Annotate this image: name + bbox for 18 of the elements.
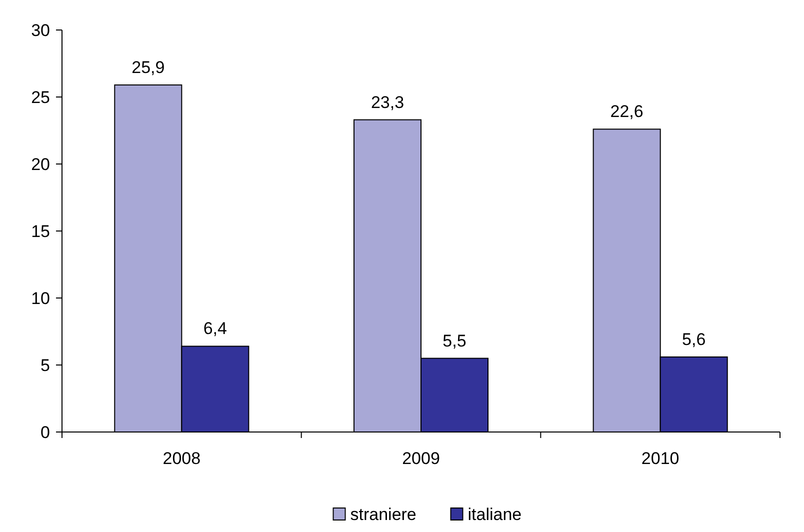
y-tick-label: 10	[31, 288, 50, 308]
y-tick-label: 30	[31, 20, 50, 40]
data-label: 22,6	[610, 102, 644, 122]
x-tick-label: 2008	[162, 449, 201, 468]
y-tick-label: 15	[31, 222, 50, 241]
y-tick-label: 5	[40, 356, 50, 375]
y-tick-label: 20	[31, 154, 50, 174]
legend-label: italiane	[468, 505, 522, 524]
y-tick-label: 25	[31, 88, 50, 107]
data-label: 25,9	[132, 58, 165, 77]
x-tick-label: 2009	[402, 449, 440, 468]
data-label: 23,3	[370, 92, 404, 112]
data-label: 5,5	[442, 331, 466, 350]
data-label: 6,4	[203, 319, 227, 338]
legend-label: straniere	[350, 505, 416, 524]
x-tick-label: 2010	[641, 449, 680, 468]
y-tick-label: 0	[40, 422, 50, 442]
data-label: 5,6	[682, 330, 706, 349]
